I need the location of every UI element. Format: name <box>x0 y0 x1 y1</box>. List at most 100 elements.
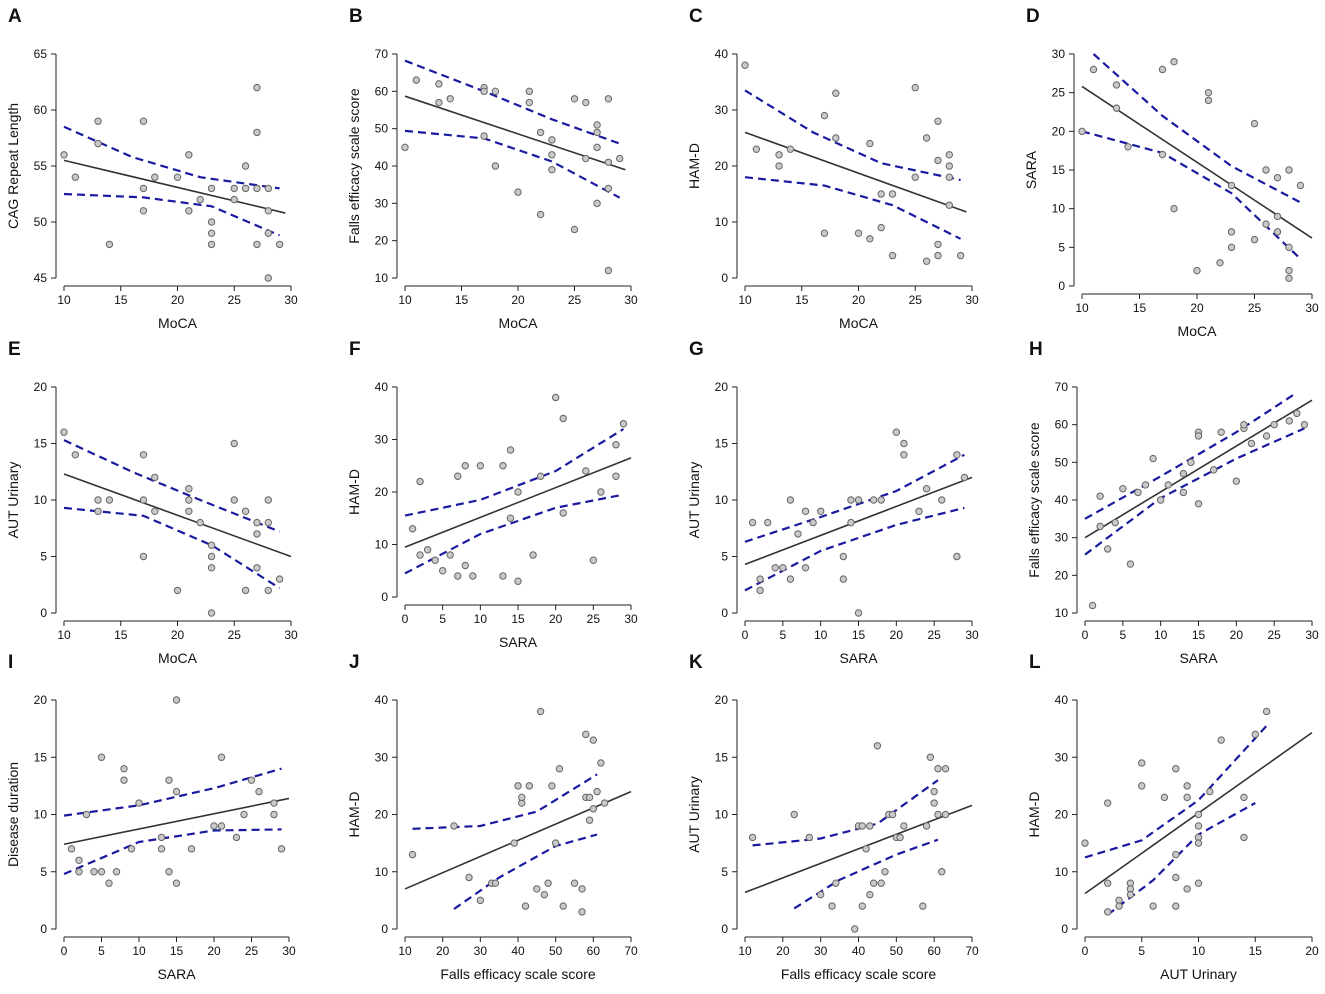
panel-l-data-point <box>1240 833 1248 842</box>
x-tick-label: 0 <box>402 612 409 626</box>
panel-g-y-axis-title: AUT Urinary <box>686 462 702 539</box>
panel-b-data-point <box>525 87 533 96</box>
panel-d-data-point <box>1204 96 1213 105</box>
panel-e-data-point <box>253 530 261 538</box>
panel-i-data-point <box>187 845 196 853</box>
panel-f-data-point <box>597 488 605 496</box>
x-tick-label: 10 <box>1192 944 1206 958</box>
panel-a-data-point <box>185 207 193 215</box>
panel-j: J 0 10 20 30 40 10 20 30 40 50 60 70 Falls efficacy s… <box>346 652 638 982</box>
panel-k-data-point <box>862 845 870 853</box>
panel-h-data-point <box>1187 458 1195 467</box>
panel-a-x-axis-title: MoCA <box>158 315 198 331</box>
panel-b-data-point <box>604 95 613 103</box>
panel-e-x-axis-title: MoCA <box>158 650 198 666</box>
panel-e-data-point <box>139 496 148 504</box>
panel-a-data-point <box>185 151 193 159</box>
panel-d-data-point <box>1227 181 1236 190</box>
panel-j-y-axis-title: HAM-D <box>346 792 362 838</box>
panel-a-data-point <box>105 240 114 249</box>
panel-c-data-point <box>888 190 897 198</box>
panel-b-letter: B <box>349 6 363 27</box>
panel-h-data-point <box>1194 432 1203 440</box>
panel-k-data-point <box>926 753 935 761</box>
panel-i-regression-line <box>63 797 290 846</box>
panel-a-ci-lower-band <box>63 192 281 237</box>
panel-e-data-point <box>60 428 68 436</box>
panel-c-data-point <box>888 251 897 260</box>
panel-k-data-point <box>877 879 885 887</box>
panel-c-data-point <box>911 83 919 92</box>
x-tick-label: 30 <box>624 612 638 626</box>
y-tick-label: 10 <box>1052 202 1066 216</box>
panel-j-regression-line <box>404 790 632 890</box>
panel-k-data-point <box>888 810 897 819</box>
panel-i-data-point <box>75 856 83 864</box>
panel-d-data-point <box>1227 243 1236 252</box>
panel-d-ci-upper-band <box>1092 53 1302 204</box>
panel-k-data-point <box>869 879 878 887</box>
y-tick-label: 15 <box>34 750 48 764</box>
panel-i-data-point <box>127 845 136 853</box>
x-tick-label: 50 <box>549 944 563 958</box>
x-tick-label: 15 <box>114 293 128 307</box>
y-tick-label: 15 <box>715 437 729 451</box>
panel-b-y-axis-title: Falls efficacy scale score <box>346 88 362 244</box>
panel-c-data-point <box>934 251 942 260</box>
panel-d-data-point <box>1273 228 1282 236</box>
x-tick-label: 5 <box>439 612 446 626</box>
x-tick-label: 25 <box>1267 628 1281 642</box>
panel-j-data-point <box>585 816 594 824</box>
panel-f-data-point <box>469 572 477 580</box>
panel-l-y-axis-title: HAM-D <box>1026 792 1042 838</box>
panel-i-data-point <box>232 833 241 842</box>
panel-b-data-point <box>582 98 590 107</box>
x-tick-label: 30 <box>965 628 979 642</box>
panel-j-data-point <box>521 902 530 910</box>
panel-j-data-point <box>476 896 485 905</box>
panel-l-data-point <box>1217 736 1225 744</box>
y-tick-label: 10 <box>34 493 48 507</box>
y-tick-label: 30 <box>1052 47 1066 61</box>
x-tick-label: 30 <box>965 293 979 307</box>
panel-k-data-point <box>858 822 866 830</box>
panel-d-data-point <box>1262 166 1270 174</box>
x-tick-label: 30 <box>1305 628 1319 642</box>
panel-g-data-point <box>756 586 764 595</box>
panel-j-data-point <box>582 730 590 739</box>
panel-k-y-axis-title: AUT Urinary <box>686 776 702 853</box>
panel-e-ci-lower-band <box>63 506 281 590</box>
x-tick-label: 10 <box>1075 301 1089 315</box>
y-tick-label: 20 <box>375 808 389 822</box>
y-tick-label: 10 <box>715 493 729 507</box>
panel-f-data-point <box>408 525 417 533</box>
panel-i-data-point <box>105 879 113 887</box>
panel-g-data-point <box>839 552 848 561</box>
panel-j-data-point <box>589 736 598 744</box>
y-tick-label: 40 <box>375 693 389 707</box>
panel-a-letter: A <box>8 6 22 27</box>
panel-h-data-point <box>1164 481 1172 489</box>
y-tick-label: 10 <box>375 271 389 285</box>
panel-c-data-point <box>854 229 863 237</box>
panel-f-data-point <box>582 467 590 475</box>
y-tick-label: 30 <box>715 103 729 117</box>
panel-d-x-axis-title: MoCA <box>1178 323 1218 339</box>
panel-i-y-axis-title: Disease duration <box>5 762 21 867</box>
y-tick-label: 10 <box>715 215 729 229</box>
panel-i-data-point <box>120 765 128 773</box>
panel-l-ci-upper-band <box>1084 725 1268 859</box>
panel-f-ci-lower-band <box>404 493 624 575</box>
panel-g-data-point <box>809 518 817 527</box>
panel-g-data-point <box>847 496 855 504</box>
panel-d-data-point <box>1170 204 1178 213</box>
y-tick-label: 10 <box>1055 865 1069 879</box>
panel-e-regression-line <box>63 473 292 558</box>
panel-l-data-point <box>1104 879 1112 887</box>
panel-f-data-point <box>551 393 560 402</box>
panel-k-letter: K <box>689 652 703 673</box>
panel-h-data-point <box>1217 428 1225 436</box>
panel-a-data-point <box>264 274 272 282</box>
x-tick-label: 25 <box>228 293 242 307</box>
panel-d-data-point <box>1204 88 1213 97</box>
